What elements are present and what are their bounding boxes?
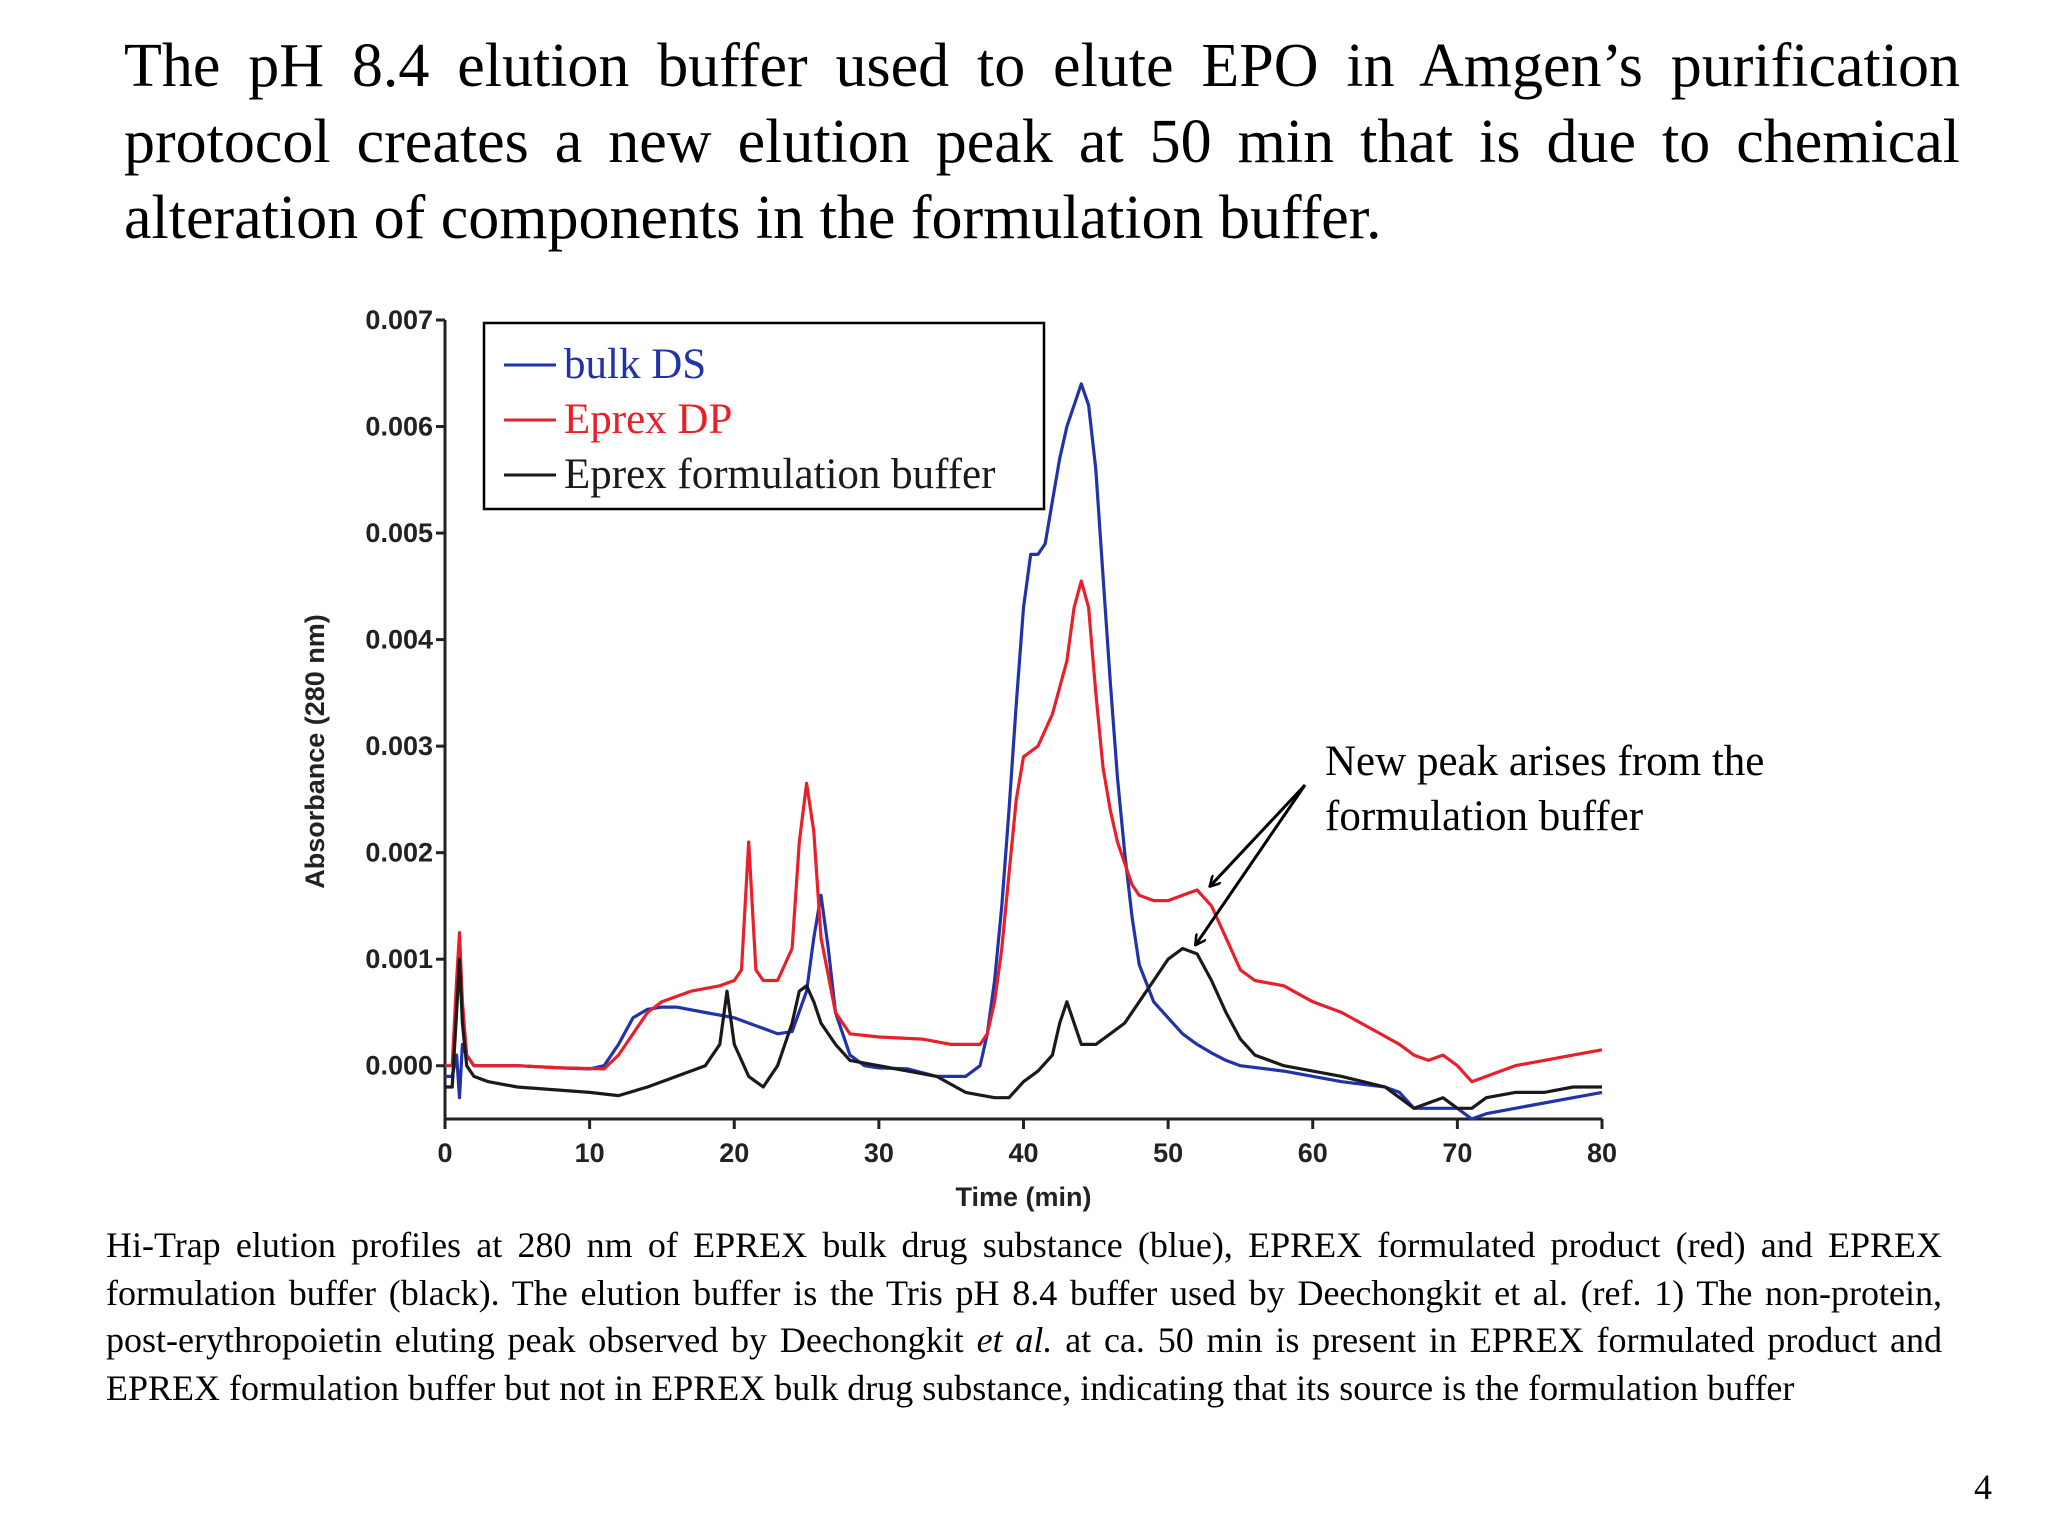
legend-box — [482, 321, 1046, 511]
caption-italic: et al. — [976, 1320, 1053, 1360]
y-axis-title: Absorbance (280 nm) — [300, 614, 330, 889]
x-tick-label: 20 — [719, 1138, 749, 1168]
y-tick-label: 0.004 — [365, 625, 433, 655]
slide-headline: The pH 8.4 elution buffer used to elute … — [124, 32, 1960, 252]
annotation-arrow — [1196, 784, 1307, 945]
x-axis-title: Time (min) — [955, 1182, 1091, 1212]
legend-label: bulk DS — [564, 341, 706, 388]
series-line-eprex-formulation-buffer — [445, 946, 1602, 1110]
annotation-line-1: New peak arises from the — [1325, 738, 1764, 785]
legend-label: Eprex formulation buffer — [564, 451, 995, 498]
annotation-line-2: formulation buffer — [1325, 793, 1643, 840]
axes: 0.000 0.001 0.002 0.003 0.004 0.005 0.006 0.007… — [300, 305, 1617, 1212]
y-tick-label: 0.003 — [365, 731, 433, 761]
x-tick-label: 60 — [1298, 1138, 1328, 1168]
legend: bulk DS Eprex DP Eprex formulation buffer — [482, 321, 1046, 511]
annotation-arrow — [1210, 783, 1307, 886]
x-tick-label: 50 — [1153, 1138, 1183, 1168]
x-tick-label: 70 — [1442, 1138, 1472, 1168]
y-tick-label: 0.007 — [365, 305, 433, 335]
series-layer — [445, 382, 1603, 1121]
figure-caption: Hi-Trap elution profiles at 280 nm of EP… — [106, 1222, 1942, 1412]
annotation: New peak arises from the formulation buf… — [1196, 738, 1764, 945]
y-tick-label: 0.005 — [365, 518, 433, 548]
y-tick-label: 0.002 — [365, 838, 433, 868]
caption-part-1: Hi-Trap elution profiles at 280 nm of EP… — [106, 1225, 1942, 1360]
series-line-bulk-ds — [445, 382, 1603, 1121]
x-tick-label: 80 — [1587, 1138, 1617, 1168]
series-line-eprex-dp — [445, 579, 1603, 1084]
y-tick-label: 0.006 — [365, 412, 433, 442]
x-tick-label: 10 — [575, 1138, 605, 1168]
x-tick-label: 30 — [864, 1138, 894, 1168]
caption-part-2: at ca. 50 min is present in EPREX formul… — [106, 1320, 1943, 1408]
legend-label: Eprex DP — [564, 396, 732, 443]
y-tick-label: 0.000 — [365, 1051, 433, 1081]
x-tick-label: 40 — [1008, 1138, 1038, 1168]
x-tick-label: 0 — [437, 1138, 452, 1168]
y-tick-label: 0.001 — [365, 944, 433, 974]
page-number: 4 — [1974, 1467, 1992, 1507]
